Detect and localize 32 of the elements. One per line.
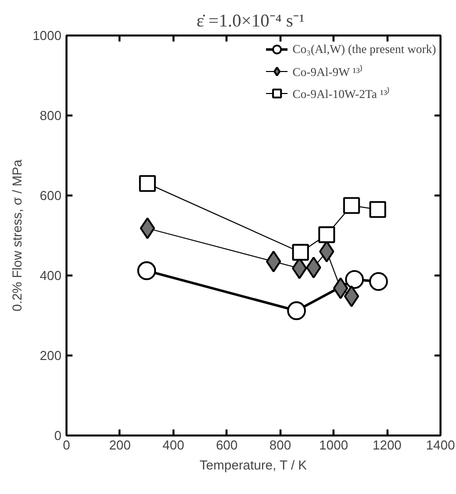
point <box>140 217 156 240</box>
y-tick-label: 400 <box>40 268 62 283</box>
point <box>306 256 322 278</box>
x-axis-title: Temperature, T / K <box>200 458 308 472</box>
point <box>344 285 360 308</box>
point <box>369 272 388 291</box>
legend-label: Co-9Al-10W-2Ta ¹³⁾ <box>292 86 390 102</box>
x-tick-label: 800 <box>269 438 292 452</box>
y-tick-label: 800 <box>40 108 62 123</box>
y-axis-title: 0.2% Flow stress, σ / MPa <box>10 158 25 312</box>
point <box>369 201 386 218</box>
point <box>287 301 306 320</box>
y-tick-label: 0 <box>54 428 62 443</box>
y-tick-label: 600 <box>40 188 62 203</box>
x-tick-label: 1400 <box>426 438 455 452</box>
point <box>292 244 309 261</box>
chart-title: ε̇ =1.0×10⁻⁴ s⁻¹ <box>196 10 305 30</box>
x-tick-label: 600 <box>216 438 238 452</box>
legend-label: Co₃(Al,W) (the present work) <box>292 42 436 56</box>
x-tick-label: 200 <box>109 438 131 452</box>
x-tick-label: 1000 <box>319 438 348 452</box>
point <box>139 175 156 192</box>
legend-label: Co-9Al-9W ¹³⁾ <box>292 64 363 80</box>
point <box>318 226 336 244</box>
point <box>345 270 364 289</box>
point <box>137 261 156 280</box>
x-tick-label: 1200 <box>372 438 402 452</box>
x-tick-label: 400 <box>162 438 184 452</box>
point <box>343 197 360 214</box>
y-tick-label: 1000 <box>32 28 62 43</box>
y-tick-label: 200 <box>40 348 62 363</box>
point <box>266 250 282 272</box>
